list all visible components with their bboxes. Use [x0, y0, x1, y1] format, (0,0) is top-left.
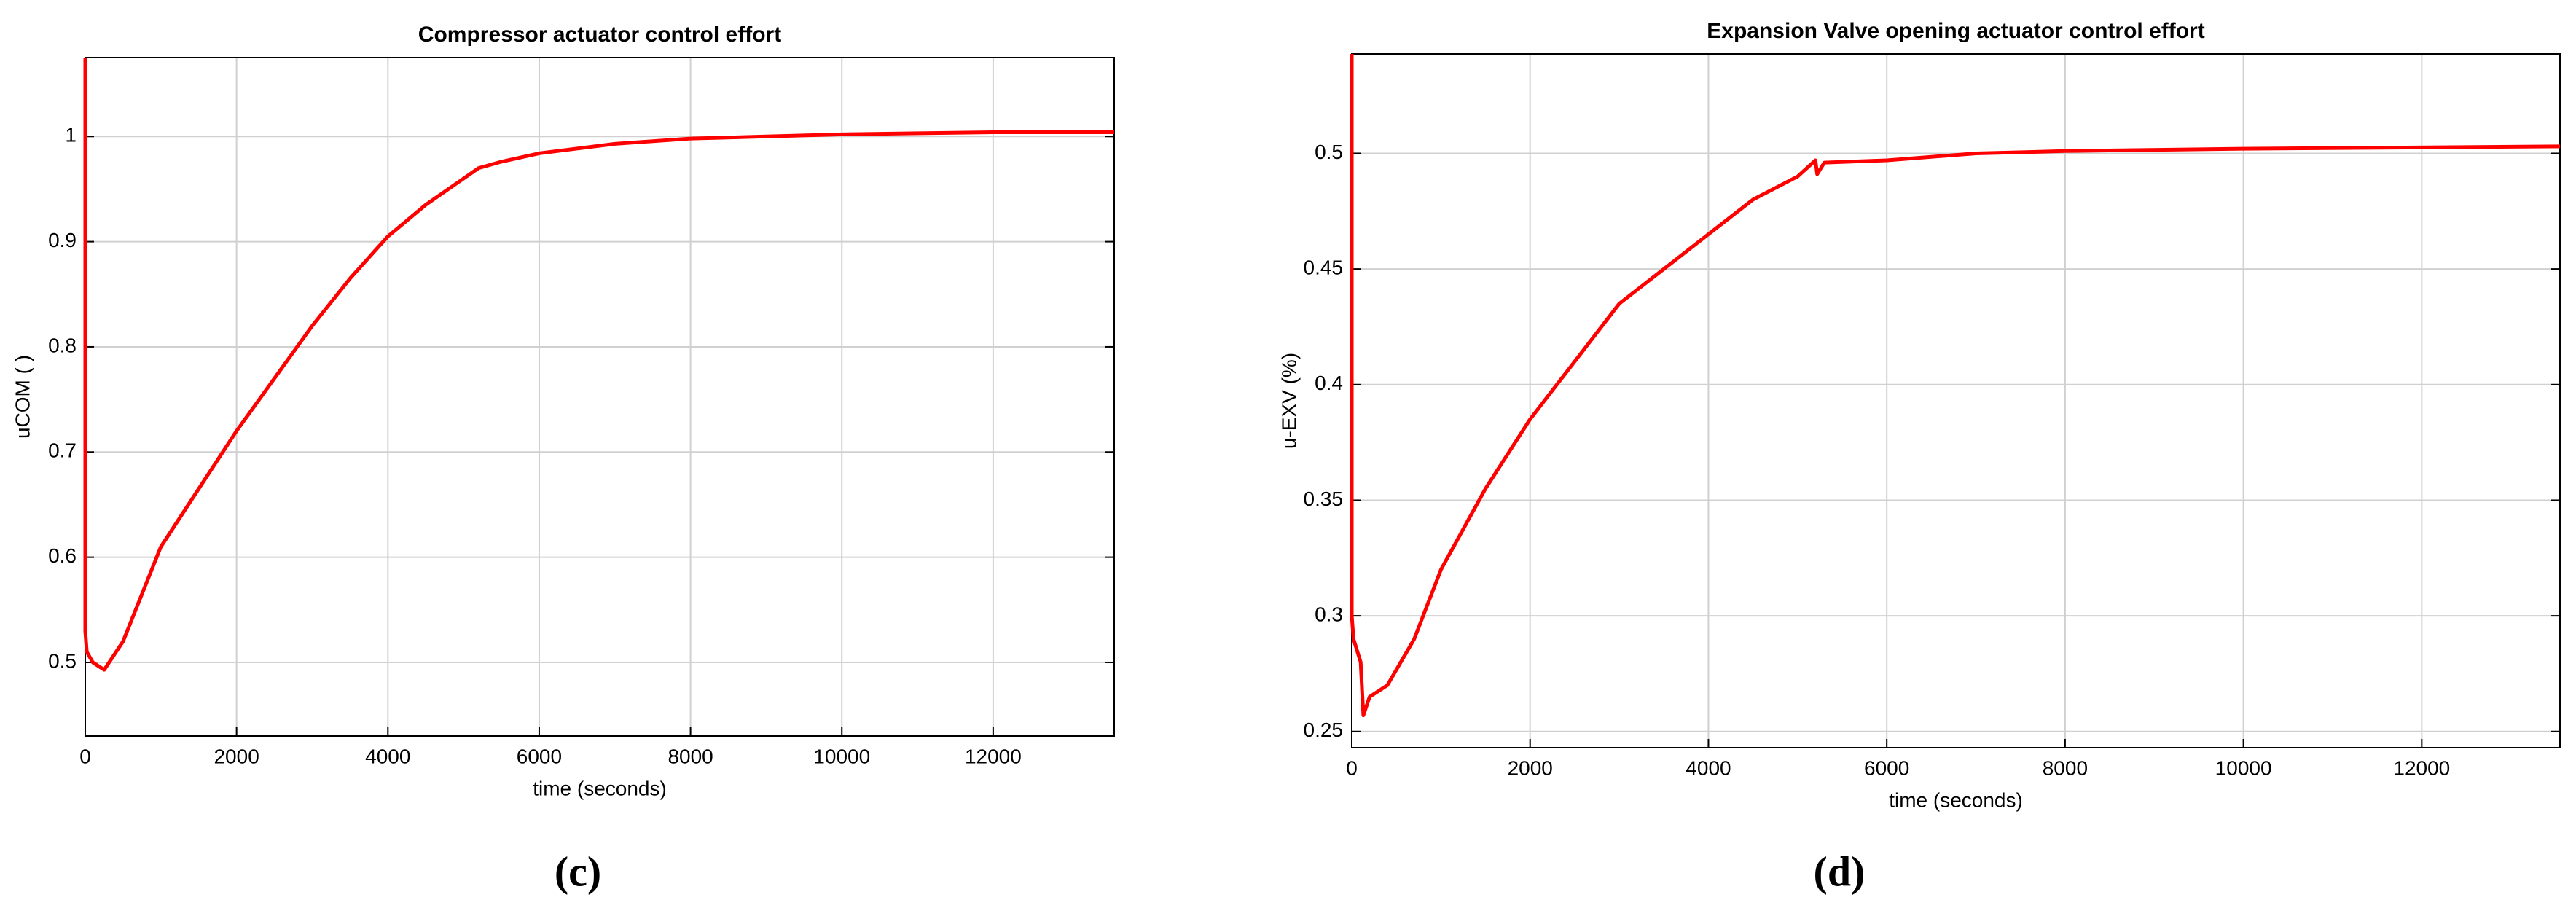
y-tick-label: 0.5 [1315, 141, 1343, 163]
x-tick-label: 10000 [813, 745, 870, 767]
y-tick-label: 0.4 [1315, 372, 1343, 394]
x-tick-label: 6000 [517, 745, 562, 767]
x-tick-label: 4000 [365, 745, 410, 767]
x-tick-label: 0 [79, 745, 91, 767]
plot-area [1352, 54, 2560, 748]
x-tick-label: 0 [1346, 756, 1358, 779]
y-tick-label: 0.25 [1304, 719, 1344, 741]
x-axis-label: time (seconds) [533, 777, 667, 799]
x-tick-label: 6000 [1864, 756, 1909, 779]
y-axis-label: uCOM ( ) [11, 355, 34, 439]
y-axis-label: u-EXV (%) [1277, 353, 1300, 449]
y-tick-label: 0.7 [48, 439, 77, 462]
data-line [83, 58, 1114, 672]
chart-title: Expansion Valve opening actuator control… [1707, 19, 2204, 43]
plot-area [85, 58, 1114, 736]
y-tick-label: 0.45 [1304, 257, 1344, 279]
x-tick-label: 10000 [2215, 756, 2272, 779]
y-tick-label: 1 [65, 124, 77, 146]
x-tick-label: 12000 [2393, 756, 2450, 779]
x-tick-label: 8000 [668, 745, 713, 767]
panel-label: (d) [1814, 848, 1866, 895]
y-tick-label: 0.6 [48, 544, 77, 567]
x-tick-label: 4000 [1686, 756, 1731, 779]
y-tick-label: 0.5 [48, 649, 77, 672]
x-axis-label: time (seconds) [1889, 788, 2023, 811]
x-tick-label: 2000 [214, 745, 259, 767]
panel-label: (c) [555, 848, 601, 895]
x-tick-label: 8000 [2043, 756, 2088, 779]
y-tick-label: 0.3 [1315, 603, 1343, 626]
y-tick-label: 0.35 [1304, 488, 1344, 510]
chart-title: Compressor actuator control effort [418, 23, 781, 47]
y-tick-label: 0.8 [48, 334, 77, 356]
data-line [1350, 54, 2561, 718]
x-tick-label: 2000 [1508, 756, 1553, 779]
x-tick-label: 12000 [965, 745, 1022, 767]
y-tick-label: 0.9 [48, 229, 77, 251]
